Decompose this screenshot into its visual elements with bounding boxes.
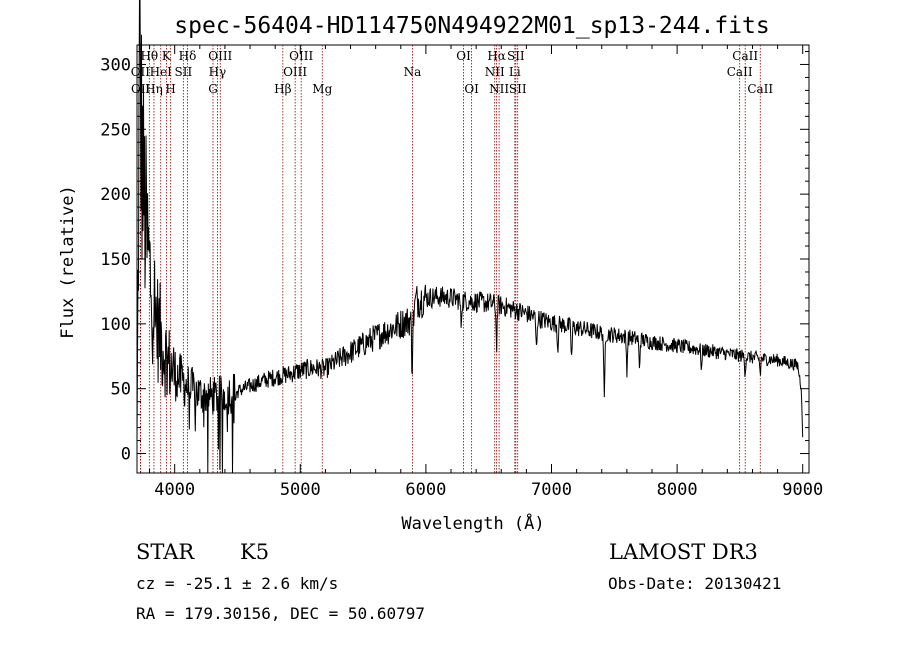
spectral-line-label: SII xyxy=(509,82,527,96)
obs-date: Obs-Date: 20130421 xyxy=(608,574,782,593)
spectral-line-label: Li xyxy=(509,65,521,79)
y-tick-label: 150 xyxy=(100,250,131,270)
spectrum-line xyxy=(136,0,804,474)
subclass: K5 xyxy=(240,540,270,564)
spectral-line-label: Hγ xyxy=(209,65,227,79)
y-tick-label: 250 xyxy=(100,120,131,140)
coordinates: RA = 179.30156, DEC = 50.60797 xyxy=(136,604,425,623)
spectral-line-label: Hα xyxy=(487,49,506,63)
spectral-line-label: Hθ xyxy=(140,49,158,63)
x-tick-label: 5000 xyxy=(280,480,321,500)
x-axis-label: Wavelength (Å) xyxy=(401,512,544,534)
axes: 4000 5000 6000 7000 8000 9000 0 50 100 150 200 250 3… xyxy=(100,45,823,500)
x-tick-label: 8000 xyxy=(657,480,698,500)
spectral-line-label: CaII xyxy=(732,49,758,63)
chart-title: spec-56404-HD114750N494922M01_sp13-244.f… xyxy=(174,13,769,39)
y-tick-label: 100 xyxy=(100,315,131,335)
y-axis-label: Flux (relative) xyxy=(58,185,78,339)
spectral-line-label: Hη xyxy=(145,82,163,96)
x-tick-label: 6000 xyxy=(405,480,446,500)
spectral-line-label: CaII xyxy=(727,65,753,79)
x-tick-label: 4000 xyxy=(154,480,195,500)
y-tick-label: 50 xyxy=(111,380,131,400)
spectral-line-label: NII xyxy=(489,82,509,96)
spectral-line-label: Hβ xyxy=(274,82,291,96)
spectral-line-label: Mg xyxy=(312,82,332,96)
spectral-line-label: Na xyxy=(404,65,422,79)
y-tick-label: 300 xyxy=(100,55,131,75)
spectral-line-label: SII xyxy=(174,65,192,79)
x-tick-label: 9000 xyxy=(782,480,823,500)
x-tick-label: 7000 xyxy=(531,480,572,500)
y-tick-label: 200 xyxy=(100,185,131,205)
velocity: cz = -25.1 ± 2.6 km/s xyxy=(136,574,339,593)
spectral-line-label: SII xyxy=(507,49,525,63)
spectral-line-label: H xyxy=(165,82,175,96)
object-type: STAR xyxy=(136,540,195,564)
spectral-line-label: OI xyxy=(464,82,479,96)
survey-release: LAMOST DR3 xyxy=(609,540,758,564)
spectral-line-label: CaII xyxy=(747,82,773,96)
spectral-line-label: HeI xyxy=(150,65,173,79)
plot-frame xyxy=(136,44,810,474)
y-tick-label: 0 xyxy=(121,445,131,465)
spectral-line-label: OIII xyxy=(208,49,232,63)
spectrum-trace xyxy=(136,0,804,474)
spectral-line-label: Hδ xyxy=(179,49,197,63)
spectral-line-label: NII xyxy=(485,65,505,79)
spectral-line-label: OI xyxy=(456,49,471,63)
spectral-line-label: G xyxy=(208,82,218,96)
spectral-line-label: OIII xyxy=(283,65,307,79)
spectral-line-label: OIII xyxy=(289,49,313,63)
spectral-line-label: K xyxy=(162,49,172,63)
